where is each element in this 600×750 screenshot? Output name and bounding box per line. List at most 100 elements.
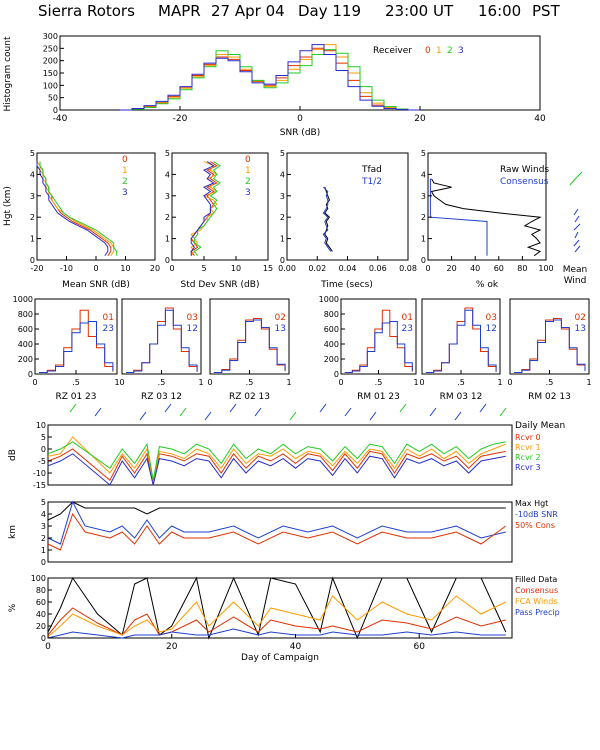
std-snr-xtick-label-3: 15 (263, 264, 273, 273)
daily-mean-series: -15 -10 -5 0 5 10 (33, 421, 506, 490)
pair-hist-3-xtick-label-2: 1 (413, 378, 418, 387)
std-snr-ytick-label-5: 5 (165, 149, 170, 158)
pair-hist-pair-a-0: 01 (103, 313, 114, 323)
snr-histogram-ytick-label-6: 300 (43, 32, 58, 41)
time-xtick-label-1: 0.02 (308, 264, 326, 273)
snr-histogram-legend-r2: 2 (447, 46, 453, 56)
std-snr-xlabel: Std Dev SNR (dB) (181, 280, 260, 290)
snr-histogram-ytick-label-1: 50 (48, 94, 58, 103)
pair-hist-pair-a-3: 01 (402, 313, 413, 323)
time-ytick-label-1: 1 (280, 235, 285, 244)
daily-mean-frame (47, 424, 513, 486)
std-snr-line-1 (190, 161, 218, 256)
pair-hist-3-xtick-label-0: 0 (338, 378, 343, 387)
wind-barb-6 (229, 403, 237, 413)
wind-barb-0 (69, 403, 77, 413)
snr-histogram-xtick-label-4: 40 (534, 114, 546, 124)
mean-snr-ytick-label-5: 5 (30, 149, 35, 158)
mean-snr-xlabel: Mean SNR (dB) (62, 280, 130, 290)
daily-mean-line-3 (47, 453, 506, 486)
wind-barb-16 (499, 407, 507, 417)
wind-barb-4 (179, 407, 187, 417)
mean-snr-frame (36, 152, 156, 261)
heights-line-1 (47, 500, 506, 545)
mean-wind-barb-1 (574, 215, 580, 223)
pct-ok-xtick-label-0: 0 (425, 264, 430, 273)
wind-barb-14 (454, 411, 462, 421)
daily-mean-ytick-label-1: -10 (33, 469, 46, 478)
percent-legend-1: Consensus (515, 586, 558, 595)
percent-line-2 (47, 595, 507, 638)
pair-hist-pair-b-4: 12 (486, 324, 497, 334)
wind-barb-12 (399, 403, 407, 413)
std-snr-xtick-label-2: 10 (231, 264, 241, 273)
daily-mean-line-0 (47, 448, 506, 486)
pair-hist-pair-b-0: 23 (103, 324, 114, 334)
title-local: 16:00 (478, 2, 521, 20)
snr-histogram-legend-r1: 1 (436, 46, 442, 56)
daily-mean-line-1 (47, 436, 506, 483)
pair-hist-pair-a-4: 03 (486, 313, 497, 323)
percent-ytick-label-4: 80 (36, 586, 46, 595)
mean-snr-ytick-label-3: 3 (30, 192, 35, 201)
pair-hist-0-ytick-label-1: 200 (18, 355, 33, 364)
pair-hist-1-xtick-label-2: 1 (198, 378, 203, 387)
time-xtick-label-4: 0.08 (399, 264, 417, 273)
snr-histogram-xtick-label-0: -40 (53, 114, 68, 124)
pair-hist-label-5: RM 02 13 (528, 392, 571, 402)
pair-hist-pair-a-1: 03 (187, 313, 198, 323)
daily-mean-legend-0: Rcvr 0 (515, 433, 541, 442)
pair-hist-0-xtick-label-2: 1 (114, 378, 119, 387)
mean-snr-line-0 (39, 161, 112, 256)
mean-snr-xtick-label-2: 0 (93, 264, 98, 273)
heights-panel: 0 1 2 3 4 5 km Max Hgt -10dB SNR 50% Cons (8, 498, 558, 567)
time-line-1 (322, 186, 332, 252)
pct-ok-ytick-label-4: 4 (421, 170, 426, 179)
pair-hist-5-xtick-label-0: 0 (507, 378, 512, 387)
pair-hist-2-xtick-label-1: .5 (246, 378, 254, 387)
pair-hist-pair-a-5: 02 (575, 313, 586, 323)
mean-wind-barb-0 (573, 208, 579, 216)
percent-xtick-label-1: 20 (166, 642, 178, 652)
pair-hist-3-ytick-label-3: 600 (324, 325, 339, 334)
pair-hist-pair-b-2: 13 (275, 324, 286, 334)
pct-ok-ytick-label-3: 3 (421, 192, 426, 201)
heights-series: 0 1 2 3 4 5 (41, 498, 507, 567)
percent-ytick-label-2: 40 (36, 610, 46, 619)
time-xtick-label-2: 0.04 (339, 264, 357, 273)
heights-ylabel: km (8, 525, 18, 539)
snr-histogram-ytick-label-2: 100 (43, 81, 58, 90)
time-xtick-label-3: 0.06 (369, 264, 387, 273)
pair-hist-4-xtick-label-1: .5 (457, 378, 465, 387)
pair-hist-label-0: RZ 01 23 (55, 392, 96, 402)
percent-ylabel: % (8, 603, 18, 612)
std-snr-ytick-label-3: 3 (165, 192, 170, 201)
pair-hist-3-ytick-label-5: 1000 (319, 295, 339, 304)
wind-barb-13 (429, 407, 437, 417)
wind-barb-15 (479, 403, 487, 413)
percent-legend-2: FCA Winds (515, 597, 557, 606)
snr-histogram-xtick-label-1: -20 (173, 114, 188, 124)
pct-ok-frame (427, 152, 547, 261)
heights-legend-1: -10dB SNR (515, 510, 558, 519)
pair-hist-4-xtick-label-0: 0 (419, 378, 424, 387)
percent-ytick-label-5: 100 (31, 574, 46, 583)
mean-wind-label-2: Wind (564, 276, 587, 286)
mean-snr-ytick-label-2: 2 (30, 213, 35, 222)
pct-ok-xtick-label-1: 20 (447, 264, 457, 273)
heights-ytick-label-1: 1 (41, 546, 46, 555)
snr-histogram-xtick-label-3: 20 (414, 114, 426, 124)
daily-mean-ytick-label-5: 10 (36, 421, 46, 430)
title-day: Day 119 (298, 2, 361, 20)
heights-line-0 (47, 501, 506, 521)
snr-histogram-line-r2 (120, 49, 420, 111)
